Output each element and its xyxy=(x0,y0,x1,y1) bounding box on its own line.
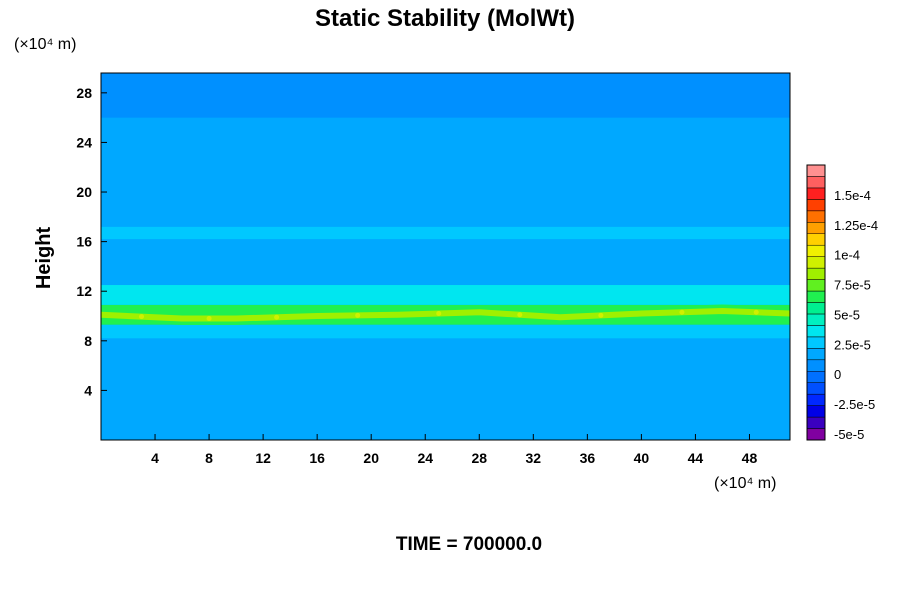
colorbar-cell xyxy=(806,244,826,257)
x-tick-label: 28 xyxy=(471,450,487,466)
ridge-max-point xyxy=(436,311,442,317)
x-tick-label: 8 xyxy=(205,450,213,466)
colorbar-cell xyxy=(806,233,826,246)
colorbar-cell xyxy=(806,187,826,200)
time-footer: TIME = 700000.0 xyxy=(396,534,542,555)
x-tick-label: 44 xyxy=(688,450,704,466)
colorbar-cell xyxy=(806,428,826,441)
y-tick-label: 8 xyxy=(84,333,92,349)
colorbar-cell xyxy=(806,313,826,326)
field-band xyxy=(101,73,790,118)
colorbar-cell xyxy=(806,359,826,372)
x-tick-label: 32 xyxy=(526,450,542,466)
colorbar-cell xyxy=(806,382,826,395)
field-band xyxy=(101,338,790,440)
colorbar-label: -2.5e-5 xyxy=(834,397,875,412)
field-band xyxy=(101,117,790,168)
ridge-max-point xyxy=(355,312,361,318)
x-tick-label: 20 xyxy=(363,450,379,466)
colorbar-label: 1e-4 xyxy=(834,248,860,263)
colorbar-label: 1.5e-4 xyxy=(834,188,871,203)
x-tick-label: 4 xyxy=(151,450,159,466)
x-tick-label: 48 xyxy=(742,450,758,466)
y-axis-label: Height xyxy=(33,227,55,290)
ridge-max-point xyxy=(139,314,145,320)
field-band xyxy=(101,239,790,286)
colorbar-cell xyxy=(806,371,826,383)
colorbar-label: 0 xyxy=(834,367,841,382)
field-band xyxy=(101,167,790,174)
y-tick-label: 16 xyxy=(76,234,92,250)
colorbar-frame xyxy=(806,164,826,441)
field-band xyxy=(101,173,790,227)
colorbar-cell xyxy=(806,176,826,189)
x-axis: 4 8 12 16 20 24 28 32 36 40 44 48 xyxy=(151,434,757,466)
colorbar-cell xyxy=(806,279,826,292)
x-tick-label: 40 xyxy=(634,450,650,466)
x-tick-label: 36 xyxy=(580,450,596,466)
ridge-max-point xyxy=(274,314,280,320)
field-band xyxy=(101,324,790,339)
colorbar-label: 5e-5 xyxy=(834,307,860,322)
y-axis: 4 8 12 16 20 24 28 xyxy=(76,85,107,398)
colorbar-cell xyxy=(806,302,826,315)
colorbar-cell xyxy=(806,222,826,235)
colorbar-cell xyxy=(806,199,826,212)
ridge-max-point xyxy=(206,315,212,321)
colorbar-cell xyxy=(806,405,826,418)
ridge-max-point xyxy=(517,312,523,318)
field-band xyxy=(101,285,790,305)
colorbar-cell xyxy=(806,164,826,177)
colorbar-cell xyxy=(806,416,826,429)
y-tick-label: 24 xyxy=(76,134,92,150)
x-tick-label: 24 xyxy=(417,450,433,466)
y-tick-label: 12 xyxy=(76,283,92,299)
y-tick-label: 20 xyxy=(76,184,92,200)
y-tick-label: 4 xyxy=(84,382,92,398)
colorbar-cell xyxy=(806,393,826,406)
ridge-max-point xyxy=(598,312,604,318)
colorbar-cell xyxy=(806,267,826,280)
plot-area xyxy=(100,72,791,441)
colorbar: 1.5e-4 1.25e-4 1e-4 7.5e-5 5e-5 2.5e-5 0 -2.5e-… xyxy=(806,164,878,442)
y-unit-label: (×10⁴ m) xyxy=(14,36,76,53)
y-tick-label: 28 xyxy=(76,85,92,101)
x-unit-label: (×10⁴ m) xyxy=(714,475,776,492)
colorbar-cell xyxy=(806,210,826,223)
colorbar-label: -5e-5 xyxy=(834,427,864,442)
ridge-max-point xyxy=(679,309,685,315)
ridge-max-point xyxy=(753,309,759,315)
colorbar-cell xyxy=(806,336,826,349)
colorbar-cell xyxy=(806,290,826,303)
colorbar-label: 7.5e-5 xyxy=(834,278,871,293)
x-tick-label: 16 xyxy=(309,450,325,466)
colorbar-cell xyxy=(806,348,826,361)
field-band xyxy=(101,226,790,240)
plot-frame xyxy=(100,72,791,441)
colorbar-label: 1.25e-4 xyxy=(834,218,878,233)
x-tick-label: 12 xyxy=(255,450,271,466)
chart-title: Static Stability (MolWt) xyxy=(315,5,575,32)
colorbar-label: 2.5e-5 xyxy=(834,337,871,352)
colorbar-cell xyxy=(806,325,826,338)
colorbar-cell xyxy=(806,256,826,269)
